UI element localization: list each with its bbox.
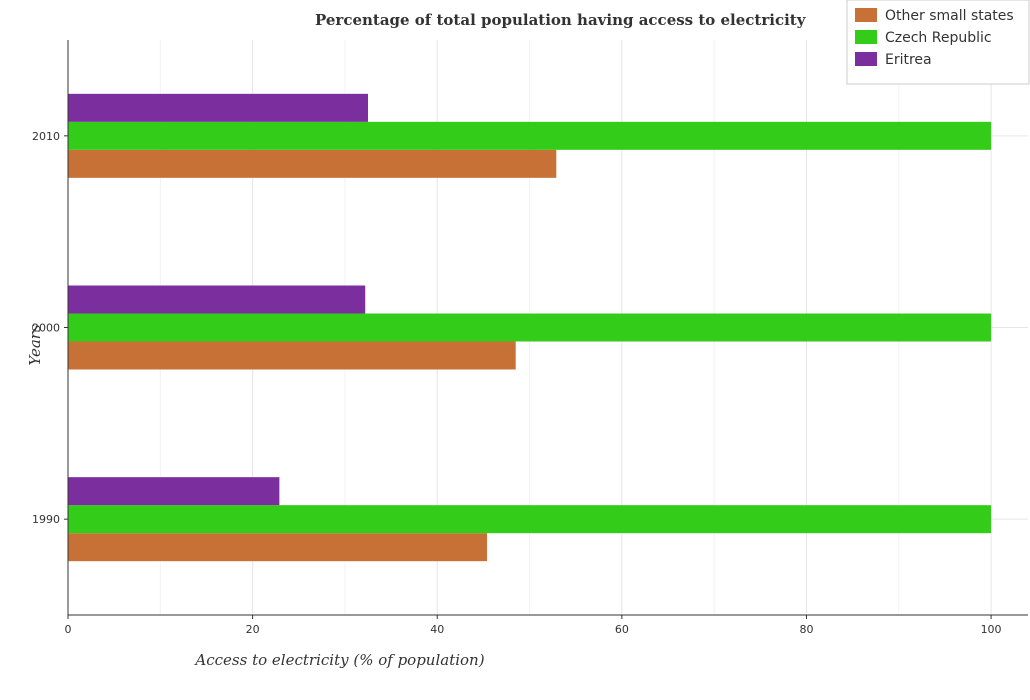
y-tick-label: 2010 bbox=[32, 130, 60, 143]
legend-swatch bbox=[855, 52, 877, 66]
bar-other-small-states-1990 bbox=[68, 533, 488, 562]
x-tick-label: 20 bbox=[246, 623, 260, 636]
bar-eritrea-2010 bbox=[68, 93, 368, 122]
legend-label: Eritrea bbox=[885, 52, 932, 68]
x-tick-label: 0 bbox=[65, 623, 72, 636]
bar-other-small-states-2010 bbox=[68, 149, 557, 178]
bars bbox=[68, 93, 992, 562]
y-tick-label: 2000 bbox=[32, 322, 60, 335]
x-tick-label: 40 bbox=[430, 623, 444, 636]
y-tick-label: 1990 bbox=[32, 513, 60, 526]
legend-label: Other small states bbox=[885, 8, 1014, 24]
legend-swatch bbox=[855, 8, 877, 22]
legend-box bbox=[846, 0, 1030, 85]
bar-other-small-states-2000 bbox=[68, 341, 516, 370]
chart-title: Percentage of total population having ac… bbox=[315, 11, 807, 29]
legend: Other small states Czech Republic Eritrea bbox=[846, 0, 1030, 85]
x-tick-label: 60 bbox=[615, 623, 629, 636]
bar-eritrea-1990 bbox=[68, 477, 280, 506]
bar-czech-republic-2010 bbox=[68, 121, 992, 150]
x-tick-label: 80 bbox=[799, 623, 813, 636]
bar-eritrea-2000 bbox=[68, 285, 366, 314]
x-axis-label: Access to electricity (% of population) bbox=[193, 651, 484, 669]
legend-swatch bbox=[855, 30, 877, 44]
axes: 0 20 40 60 80 100 1990 2000 2010 bbox=[32, 40, 1028, 636]
bar-czech-republic-2000 bbox=[68, 313, 992, 342]
legend-label: Czech Republic bbox=[885, 30, 992, 46]
y-axis-label: Years bbox=[26, 324, 44, 366]
bar-czech-republic-1990 bbox=[68, 505, 992, 534]
x-tick-label: 100 bbox=[981, 623, 1002, 636]
